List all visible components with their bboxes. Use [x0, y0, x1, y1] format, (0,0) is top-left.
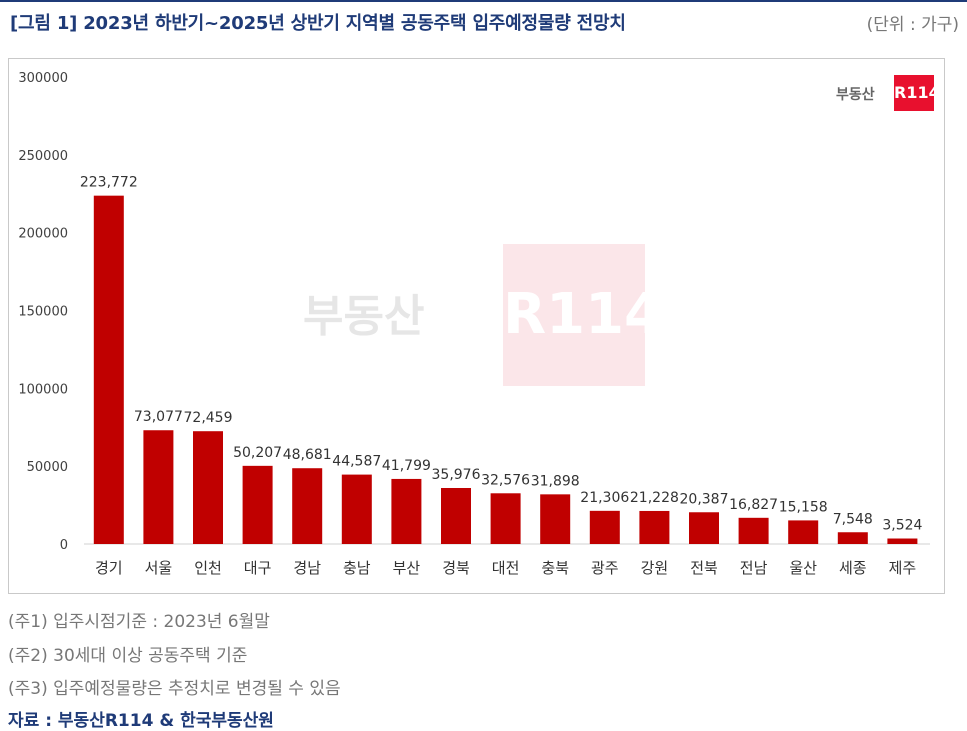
x-category-label: 서울 — [145, 559, 173, 577]
x-category-label: 경기 — [95, 559, 123, 577]
x-category-label: 경남 — [293, 559, 321, 577]
x-category-label: 충북 — [541, 559, 569, 577]
bar-충북 — [540, 494, 571, 544]
value-label: 21,306 — [580, 490, 629, 506]
x-category-label: 대구 — [244, 559, 272, 577]
bar-대구 — [242, 465, 273, 544]
source-label: 자료 : 부동산R114 & 한국부동산원 — [8, 711, 274, 731]
bar-대전 — [490, 493, 521, 544]
bar-광주 — [589, 510, 620, 544]
x-category-label: 울산 — [789, 559, 817, 577]
value-label: 50,207 — [233, 445, 282, 461]
bar-부산 — [391, 478, 422, 544]
bar-경북 — [441, 487, 471, 544]
x-category-label: 강원 — [641, 559, 669, 577]
x-category-label: 경북 — [442, 559, 470, 577]
x-category-label: 광주 — [591, 559, 619, 577]
y-tick-label: 0 — [60, 538, 68, 553]
note-1: (주1) 입주시점기준 : 2023년 6월말 — [8, 612, 270, 632]
x-category-label: 부산 — [393, 559, 421, 577]
y-tick-label: 300000 — [18, 71, 68, 86]
watermark-text: 부동산 — [303, 291, 425, 342]
brand-text: 부동산 — [836, 87, 875, 103]
bar-전남 — [738, 517, 769, 544]
bar-서울 — [143, 430, 174, 544]
value-label: 41,799 — [382, 458, 431, 474]
x-category-label: 대전 — [492, 559, 520, 577]
value-label: 3,524 — [882, 518, 922, 534]
bar-충남 — [341, 474, 372, 544]
brand-logo: 부동산 R114 — [836, 75, 940, 111]
value-label: 32,576 — [481, 472, 530, 488]
y-tick-label: 250000 — [18, 149, 68, 164]
bar-울산 — [788, 520, 819, 544]
x-category-label: 인천 — [194, 559, 222, 577]
y-tick-label: 200000 — [18, 227, 68, 242]
bar-경기 — [93, 195, 124, 544]
bar-강원 — [639, 510, 670, 544]
bar-인천 — [193, 431, 223, 544]
value-label: 16,827 — [729, 497, 778, 513]
bar-chart: 0 50000 100000 150000 200000 250000 300000 223,… — [18, 71, 930, 577]
x-category-label: 제주 — [889, 559, 917, 577]
bar-경남 — [292, 468, 323, 544]
value-label: 35,976 — [432, 467, 481, 483]
bar-전북 — [689, 512, 719, 544]
x-category-label: 전남 — [740, 559, 768, 577]
x-category-label: 전북 — [690, 559, 718, 577]
brand-box: R114 — [894, 75, 940, 111]
value-label: 7,548 — [833, 511, 873, 527]
value-label: 44,587 — [332, 454, 381, 470]
y-tick-label: 50000 — [27, 460, 68, 475]
note-3: (주3) 입주예정물량은 추정치로 변경될 수 있음 — [8, 679, 341, 699]
y-tick-label: 150000 — [18, 305, 68, 320]
value-label: 48,681 — [283, 447, 332, 463]
value-label: 72,459 — [184, 410, 233, 426]
x-category-label: 세종 — [839, 559, 867, 577]
figure-title: [그림 1] 2023년 하반기~2025년 상반기 지역별 공동주택 입주예정… — [10, 13, 626, 34]
value-label: 31,898 — [531, 473, 580, 489]
y-tick-label: 100000 — [18, 382, 68, 397]
top-rule — [0, 0, 967, 2]
note-2: (주2) 30세대 이상 공동주택 기준 — [8, 646, 248, 666]
value-label: 73,077 — [134, 409, 183, 425]
value-label: 20,387 — [680, 491, 729, 507]
bar-제주 — [887, 538, 918, 544]
unit-label: (단위 : 가구) — [866, 15, 959, 35]
bar-세종 — [837, 532, 868, 544]
value-label: 223,772 — [80, 175, 138, 191]
watermark-logo: 부동산 R114 — [303, 244, 663, 386]
value-label: 21,228 — [630, 490, 679, 506]
x-category-label: 충남 — [343, 559, 371, 577]
watermark-box: R114 — [503, 244, 663, 386]
value-label: 15,158 — [779, 499, 828, 515]
